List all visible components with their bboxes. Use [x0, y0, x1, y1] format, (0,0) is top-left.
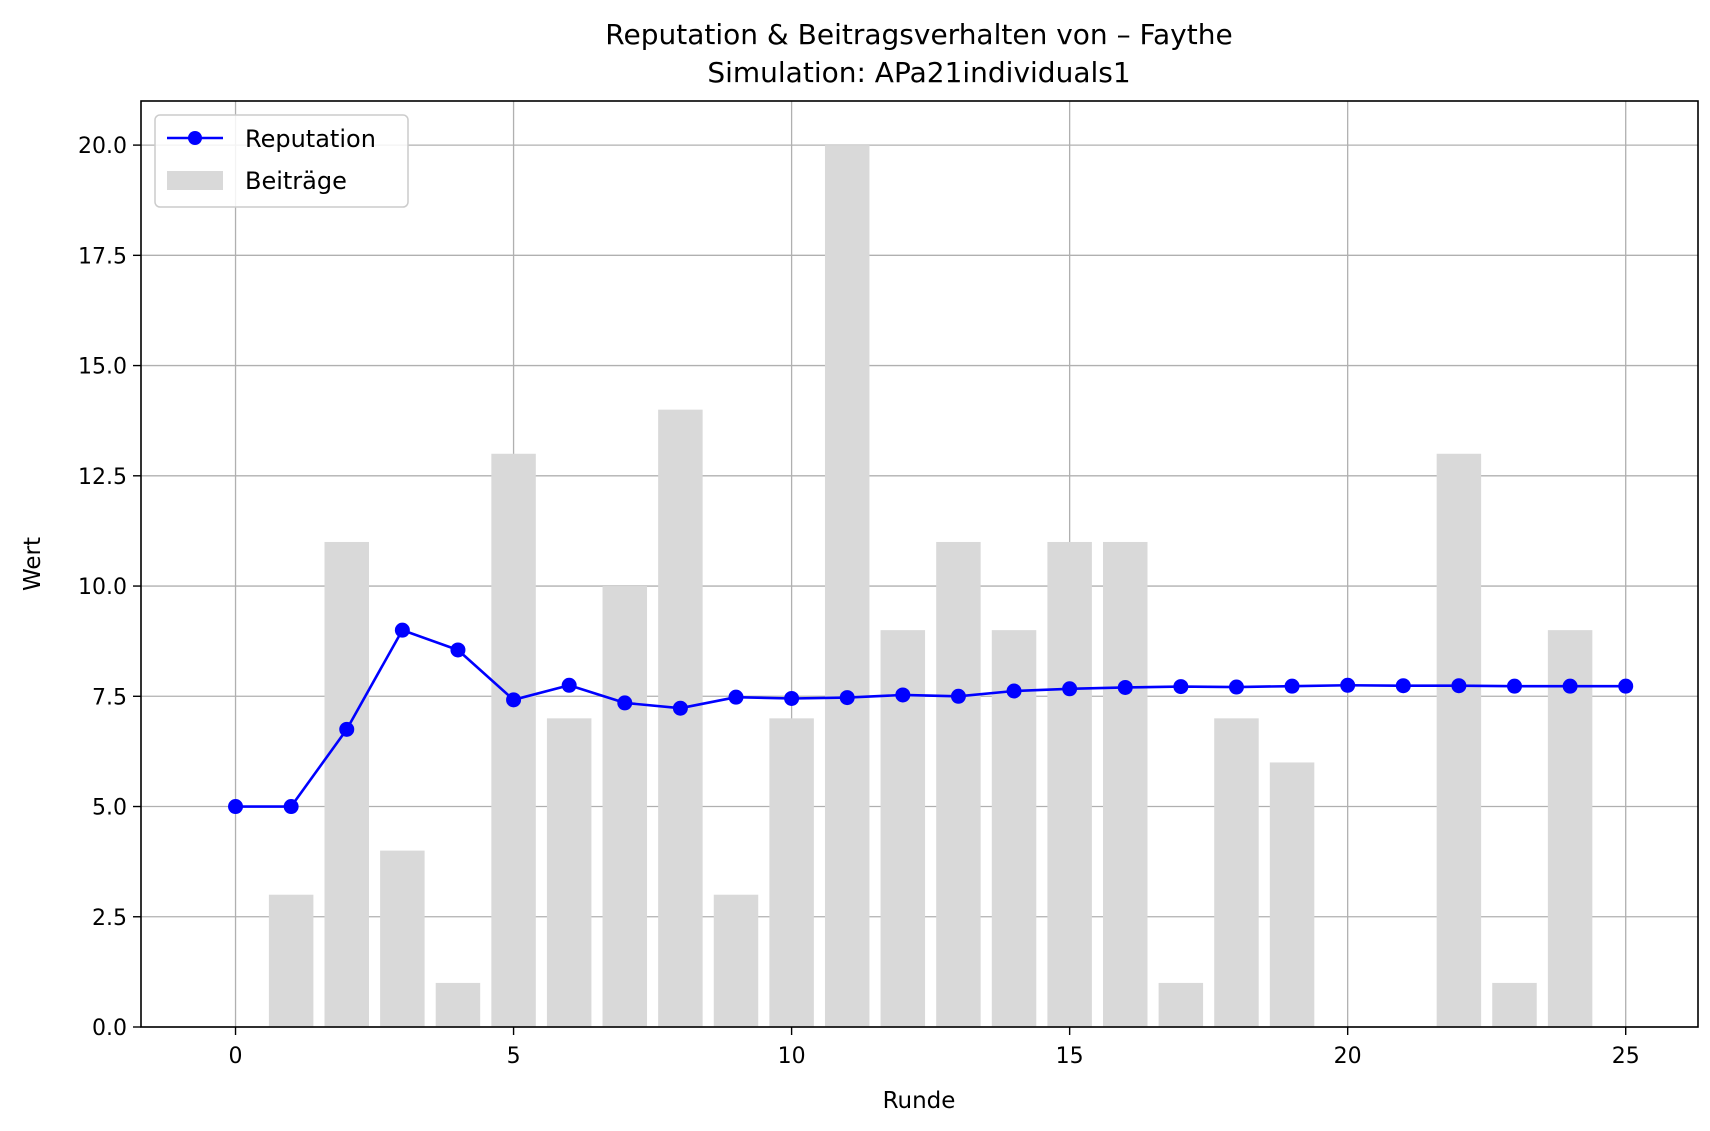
- y-tick-label: 5.0: [92, 796, 127, 821]
- legend-label-reputation: Reputation: [245, 125, 376, 153]
- reputation-point: [839, 690, 855, 706]
- reputation-point: [339, 721, 355, 737]
- bar: [936, 541, 981, 1027]
- x-tick-label: 5: [507, 1044, 521, 1069]
- reputation-point: [1062, 681, 1078, 697]
- reputation-point: [561, 677, 577, 693]
- bar: [1158, 982, 1204, 1027]
- y-tick-label: 12.5: [78, 465, 127, 490]
- x-axis: 0 5 10 15 20 25: [229, 1027, 1640, 1069]
- bar: [380, 850, 425, 1027]
- y-tick-label: 7.5: [92, 685, 127, 710]
- reputation-point: [283, 799, 299, 815]
- reputation-point: [895, 687, 911, 703]
- plot-frame: [140, 100, 1699, 1028]
- bar: [1047, 541, 1092, 1027]
- reputation-point: [1173, 679, 1189, 695]
- bar: [1547, 630, 1593, 1027]
- bar-series-beitraege: [268, 145, 1593, 1028]
- bar: [713, 894, 759, 1027]
- y-axis: 0.0 2.5 5.0 7.5 10.0 12.5 15.0 17.5 20.0: [78, 134, 141, 1041]
- y-tick-label: 0.0: [92, 1016, 127, 1041]
- legend-bar-swatch: [167, 171, 223, 190]
- reputation-point: [1340, 677, 1356, 693]
- reputation-point: [394, 622, 410, 638]
- reputation-point: [1618, 678, 1634, 694]
- reputation-point: [1562, 678, 1578, 694]
- bar: [658, 409, 703, 1028]
- y-axis-label: Wert: [20, 537, 46, 591]
- reputation-point: [1451, 678, 1467, 694]
- bar: [1103, 541, 1148, 1027]
- reputation-point: [617, 695, 633, 711]
- chart-title: Reputation & Beitragsverhalten von – Fay…: [605, 18, 1232, 51]
- x-tick-label: 25: [1612, 1044, 1640, 1069]
- reputation-point: [450, 642, 466, 658]
- reputation-point: [1117, 679, 1133, 695]
- reputation-point: [784, 690, 800, 706]
- bar: [769, 718, 814, 1027]
- y-tick-label: 20.0: [78, 134, 127, 159]
- y-tick-label: 10.0: [78, 575, 127, 600]
- reputation-point: [672, 700, 688, 716]
- bar: [491, 453, 536, 1027]
- x-tick-label: 0: [229, 1044, 243, 1069]
- bar: [546, 718, 592, 1027]
- x-tick-label: 15: [1056, 1044, 1084, 1069]
- reputation-point: [728, 689, 744, 705]
- reputation-point: [1228, 679, 1244, 695]
- legend: Reputation Beiträge: [154, 114, 409, 208]
- x-tick-label: 20: [1334, 1044, 1362, 1069]
- bar: [1436, 453, 1482, 1027]
- reputation-point: [1284, 678, 1300, 694]
- bar: [602, 586, 648, 1027]
- bar: [1492, 982, 1537, 1027]
- bar: [1269, 762, 1315, 1027]
- bar: [324, 541, 369, 1027]
- reputation-point: [950, 688, 966, 704]
- legend-label-beitraege: Beiträge: [245, 167, 347, 195]
- y-tick-label: 15.0: [78, 355, 127, 380]
- bar: [435, 982, 481, 1027]
- reputation-point: [1395, 678, 1411, 694]
- bar: [268, 894, 314, 1027]
- x-tick-label: 10: [778, 1044, 806, 1069]
- y-tick-label: 17.5: [78, 244, 127, 269]
- bar: [1214, 718, 1259, 1027]
- x-axis-label: Runde: [883, 1088, 956, 1114]
- reputation-line: [235, 628, 1626, 808]
- reputation-point: [228, 799, 244, 815]
- chart-subtitle: Simulation: APa21individuals1: [707, 56, 1130, 89]
- bar: [824, 145, 870, 1028]
- reputation-point: [1006, 683, 1022, 699]
- line-series-reputation: [228, 622, 1634, 815]
- reputation-point: [1506, 678, 1522, 694]
- reputation-point: [506, 692, 522, 708]
- y-tick-label: 2.5: [92, 906, 127, 931]
- legend-marker-swatch: [188, 131, 202, 145]
